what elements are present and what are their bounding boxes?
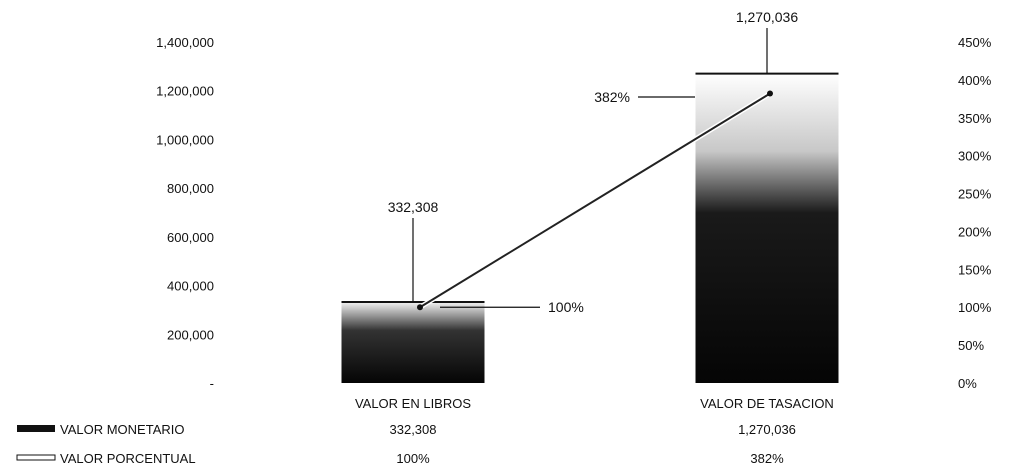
table-cell: 332,308 xyxy=(390,422,437,437)
category-label: VALOR EN LIBROS xyxy=(355,396,471,411)
right-tick-label: 0% xyxy=(958,376,977,391)
right-tick-label: 50% xyxy=(958,338,984,353)
bar-value-label: 1,270,036 xyxy=(736,9,798,25)
legend-swatch-line xyxy=(16,454,56,461)
percent-line xyxy=(417,90,773,311)
left-tick-label: - xyxy=(210,376,214,391)
legend-label: VALOR MONETARIO xyxy=(60,422,184,437)
legend-label: VALOR PORCENTUAL xyxy=(60,451,196,466)
left-tick-label: 600,000 xyxy=(167,230,214,245)
right-tick-label: 150% xyxy=(958,262,992,277)
percent-point xyxy=(417,304,423,311)
table-cell: 1,270,036 xyxy=(738,422,796,437)
right-tick-label: 350% xyxy=(958,111,992,126)
data-labels: 332,308 1,270,036 100% 382% xyxy=(388,9,799,315)
right-tick-label: 100% xyxy=(958,300,992,315)
table-cell: 382% xyxy=(750,451,784,466)
left-tick-label: 1,400,000 xyxy=(156,35,214,50)
right-axis-ticks: 0% 50% 100% 150% 200% 250% 300% 350% 400% 450% xyxy=(958,35,992,391)
bar-valor-de-tasacion xyxy=(695,73,839,383)
category-label: VALOR DE TASACION xyxy=(700,396,834,411)
right-tick-label: 300% xyxy=(958,149,992,164)
right-tick-label: 450% xyxy=(958,35,992,50)
percent-point xyxy=(767,90,773,97)
left-tick-label: 1,200,000 xyxy=(156,84,214,99)
left-tick-label: 200,000 xyxy=(167,327,214,342)
right-tick-label: 400% xyxy=(958,73,992,88)
left-tick-label: 1,000,000 xyxy=(156,132,214,147)
legend-swatch-bar xyxy=(17,425,55,432)
category-labels: VALOR EN LIBROS VALOR DE TASACION xyxy=(355,396,834,411)
right-tick-label: 200% xyxy=(958,224,992,239)
right-tick-label: 250% xyxy=(958,187,992,202)
table-cell: 100% xyxy=(396,451,430,466)
bars xyxy=(341,72,839,383)
left-axis-ticks: - 200,000 400,000 600,000 800,000 1,000,000 1,… xyxy=(156,35,214,391)
percent-value-label: 382% xyxy=(594,89,630,105)
data-table: VALOR MONETARIO 332,308 1,270,036 VALOR POR… xyxy=(16,422,796,466)
bar-valor-en-libros xyxy=(341,302,485,383)
percent-line-segment xyxy=(419,92,771,309)
percent-value-label: 100% xyxy=(548,299,584,315)
left-tick-label: 400,000 xyxy=(167,279,214,294)
bar-value-label: 332,308 xyxy=(388,199,439,215)
left-tick-label: 800,000 xyxy=(167,181,214,196)
